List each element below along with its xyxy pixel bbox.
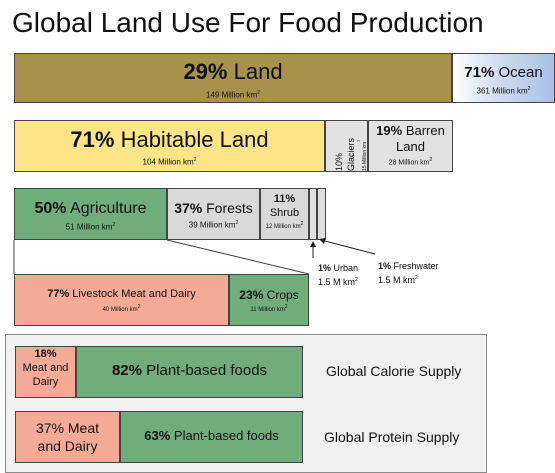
land-heading: 29% Land [15, 59, 451, 85]
protein-meat-line1: 37% Meat [35, 420, 100, 436]
barren-area-value: 28 Million km [388, 159, 430, 167]
agriculture-label: Agriculture [70, 200, 147, 217]
segment-barren-land: 19% Barren Land 28 Million km2 [368, 120, 453, 172]
urban-area: 1.5 M km [318, 277, 356, 287]
livestock-heading: 77% Livestock Meat and Dairy [15, 287, 228, 301]
ocean-heading: 71% Ocean [453, 64, 554, 82]
agriculture-area: 51 Million km2 [15, 220, 166, 233]
unit-superscript: 2 [429, 157, 433, 163]
habitable-heading: 71% Habitable Land [15, 127, 324, 153]
segment-agriculture: 50% Agriculture 51 Million km2 [14, 188, 167, 240]
crops-area-value: 11 Million km [250, 307, 285, 313]
freshwater-label: Freshwater [393, 261, 439, 271]
protein-plant-pct: 63% [144, 428, 171, 443]
land-label: Land [233, 59, 283, 84]
unit-superscript: 2 [284, 304, 288, 310]
habitable-area-value: 104 Million km [142, 157, 194, 167]
calorie-plant-pct: 82% [111, 362, 142, 379]
ocean-area: 361 Million km2 [453, 84, 554, 97]
protein-plant-heading: 63% Plant-based foods [121, 428, 302, 444]
shrub-pct: 11% [261, 193, 308, 206]
agriculture-area-value: 51 Million km [65, 222, 113, 232]
agriculture-heading: 50% Agriculture [15, 199, 166, 219]
crops-area: 11 Million km2 [230, 302, 308, 315]
unit-superscript: 2 [415, 275, 418, 281]
protein-meat-line2: and Dairy [37, 438, 98, 454]
habitable-pct: 71% [70, 127, 115, 152]
unit-superscript: 2 [300, 221, 304, 227]
forests-pct: 37% [174, 200, 203, 216]
unit-superscript: 2 [527, 86, 531, 92]
habitable-area: 104 Million km2 [15, 155, 324, 168]
connector-right [166, 239, 310, 275]
segment-calorie-plant: 82% Plant-based foods [76, 346, 303, 398]
calorie-meat-pct-text: 18% [34, 348, 57, 360]
barren-pct: 19% [376, 123, 403, 138]
freshwater-area: 1.5 M km [378, 275, 416, 285]
livestock-area-value: 40 Million km [102, 307, 138, 313]
urban-pct: 1% [318, 263, 332, 273]
unit-superscript: 2 [355, 277, 358, 283]
unit-superscript: 2 [257, 90, 260, 96]
livestock-label: Livestock Meat and Dairy [72, 288, 196, 300]
livestock-pct: 77% [47, 288, 70, 300]
segment-protein-plant: 63% Plant-based foods [120, 411, 303, 463]
shrub-area: 12 Million km2 [261, 220, 308, 232]
agriculture-pct: 50% [34, 200, 67, 217]
land-area: 149 Million km2 [15, 88, 451, 101]
urban-annotation: 1% Urban 1.5 M km2 [318, 262, 358, 288]
shrub-area-value: 12 Million km [265, 224, 301, 230]
chart-title: Global Land Use For Food Production [12, 7, 484, 38]
calorie-meat-line1: Meat and [22, 362, 69, 374]
calorie-supply-label: Global Calorie Supply [326, 363, 462, 379]
segment-shrub: 11% Shrub 12 Million km2 [260, 188, 309, 240]
segment-calorie-meat-dairy: 18% Meat and Dairy [15, 346, 76, 398]
freshwater-arrowhead [319, 238, 326, 244]
unit-superscript: 2 [137, 304, 141, 310]
calorie-plant-heading: 82% Plant-based foods [77, 362, 302, 380]
barren-label-line1: Barren [405, 123, 445, 138]
calorie-plant-label: Plant-based foods [146, 362, 268, 379]
barren-label-line2: Land [396, 139, 425, 154]
ocean-label: Ocean [498, 64, 543, 81]
unit-superscript: 2 [235, 220, 239, 226]
freshwater-annotation: 1% Freshwater 1.5 M km2 [378, 260, 439, 286]
segment-protein-meat-dairy: 37% Meat and Dairy [15, 411, 120, 463]
habitable-label: Habitable Land [120, 127, 269, 152]
freshwater-pct: 1% [378, 261, 392, 271]
crops-pct: 23% [239, 288, 264, 302]
forests-area: 39 Million km2 [168, 218, 259, 231]
segment-habitable-land: 71% Habitable Land 104 Million km2 [14, 120, 325, 172]
livestock-area: 40 Million km2 [15, 302, 228, 315]
crops-heading: 23% Crops [230, 288, 308, 302]
shrub-pct-text: 11% [273, 193, 296, 205]
calorie-meat-pct: 18% [16, 348, 75, 361]
forests-heading: 37% Forests [168, 199, 259, 217]
land-pct: 29% [183, 59, 228, 84]
calorie-meat-line2: Dairy [32, 376, 59, 388]
segment-urban [309, 188, 317, 240]
land-area-value: 149 Million km [206, 90, 258, 100]
segment-land: 29% Land 149 Million km2 [14, 53, 452, 103]
forests-label: Forests [206, 200, 253, 216]
crops-label: Crops [266, 288, 299, 302]
shrub-label: Shrub [269, 207, 300, 219]
barren-heading: 19% Barren [369, 123, 452, 139]
urban-arrowhead [310, 241, 316, 247]
segment-glaciers: 10% Glaciers 15 Million km2 [325, 120, 368, 172]
segment-livestock: 77% Livestock Meat and Dairy 40 Million … [14, 274, 229, 326]
protein-supply-label: Global Protein Supply [324, 429, 460, 445]
unit-superscript: 2 [193, 157, 197, 163]
ocean-pct: 71% [464, 64, 495, 81]
segment-crops: 23% Crops 11 Million km2 [229, 274, 309, 326]
segment-forests: 37% Forests 39 Million km2 [167, 188, 260, 240]
unit-superscript: 2 [112, 222, 116, 228]
barren-area: 28 Million km2 [369, 155, 452, 168]
forests-area-value: 39 Million km [188, 220, 236, 230]
freshwater-pointer [320, 239, 376, 255]
ocean-area-value: 361 Million km [476, 86, 528, 96]
protein-plant-label: Plant-based foods [173, 428, 279, 443]
urban-label: Urban [333, 263, 359, 273]
